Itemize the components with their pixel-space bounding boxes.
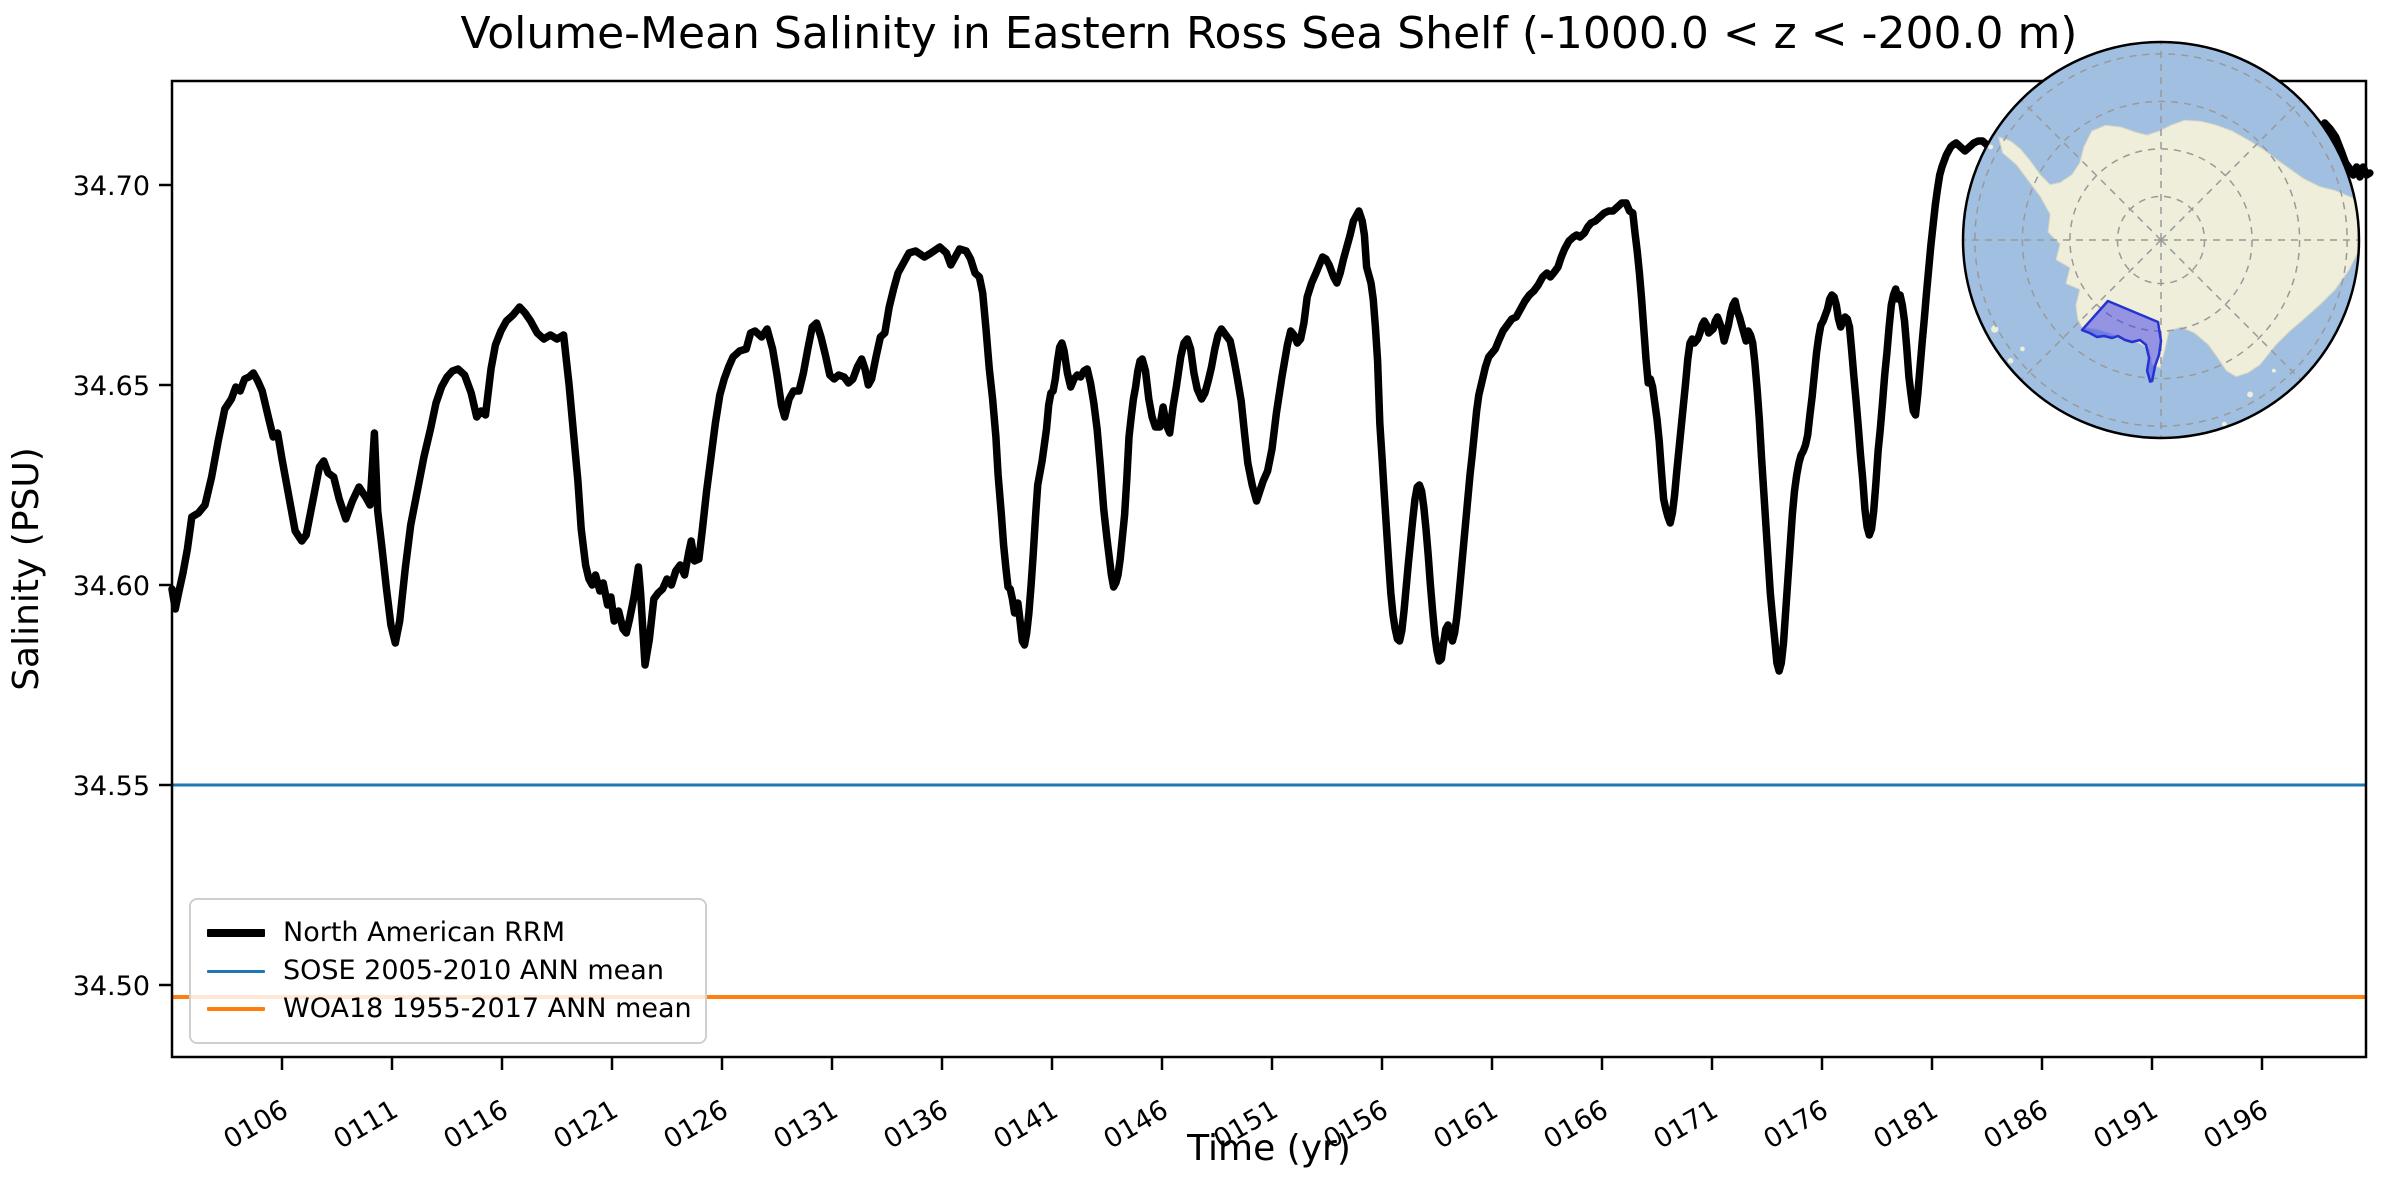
legend-line-orange (207, 1007, 265, 1011)
map-meridian-line (2020, 239, 2162, 381)
map-ross-sea-shelf-highlight (2080, 299, 2163, 383)
x-tick-label: 0111 (328, 1094, 403, 1155)
map-meridian-line (2020, 99, 2162, 241)
x-tick-label: 0196 (2198, 1094, 2273, 1155)
map-island (2221, 421, 2227, 427)
legend-line-black (207, 929, 265, 937)
y-tick-label: 34.50 (73, 971, 150, 1002)
x-tick-label: 0161 (1428, 1094, 1503, 1155)
legend-item-sose: SOSE 2005-2010 ANN mean (207, 952, 685, 990)
x-tick-label: 0106 (218, 1094, 293, 1155)
legend-item-woa: WOA18 1955-2017 ANN mean (207, 990, 692, 1028)
x-tick-label: 0186 (1978, 1094, 2053, 1155)
legend-label: SOSE 2005-2010 ANN mean (283, 955, 664, 986)
legend-label: North American RRM (283, 917, 565, 948)
page-title: Volume-Mean Salinity in Eastern Ross Sea… (461, 8, 2078, 59)
map-latitude-circle (2021, 100, 2301, 380)
rrm-salinity-line (168, 119, 2374, 675)
x-tick-label: 0126 (658, 1094, 733, 1155)
x-tick-label: 0121 (548, 1094, 623, 1155)
x-tick-label: 0181 (1868, 1094, 1943, 1155)
y-tick-label: 34.65 (73, 371, 150, 402)
x-tick-label: 0116 (438, 1094, 513, 1155)
map-island (1991, 325, 1999, 333)
antarctica-inset-map (1961, 40, 2361, 440)
x-tick-label: 0136 (878, 1094, 953, 1155)
x-tick-label: 0166 (1538, 1094, 1613, 1155)
x-tick-label: 0131 (768, 1094, 843, 1155)
x-tick-label: 0146 (1098, 1094, 1173, 1155)
legend-line-blue (207, 969, 265, 973)
map-island (2247, 391, 2254, 398)
y-tick-label: 34.60 (73, 571, 150, 602)
y-axis-label: Salinity (PSU) (6, 447, 47, 691)
y-tick-label: 34.70 (73, 171, 150, 202)
map-island (2007, 358, 2014, 364)
map-meridian-line (2160, 99, 2302, 241)
map-island (2271, 368, 2276, 373)
legend-item-rrm: North American RRM (207, 914, 685, 952)
map-island (1988, 144, 1994, 150)
x-axis-label: Time (yr) (1186, 1128, 1351, 1169)
x-tick-label: 0171 (1648, 1094, 1723, 1155)
map-island (2020, 346, 2025, 352)
legend: North American RRM SOSE 2005-2010 ANN me… (189, 898, 707, 1044)
map-border-circle (1961, 40, 2361, 440)
x-tick-label: 0191 (2088, 1094, 2163, 1155)
map-meridian-line (2160, 239, 2302, 381)
map-antarctica-land (1997, 119, 2358, 378)
plot-frame (170, 79, 2368, 1059)
x-tick-label: 0176 (1758, 1094, 1833, 1155)
y-tick-label: 34.55 (73, 771, 150, 802)
x-tick-label: 0141 (988, 1094, 1063, 1155)
legend-label: WOA18 1955-2017 ANN mean (283, 993, 692, 1024)
